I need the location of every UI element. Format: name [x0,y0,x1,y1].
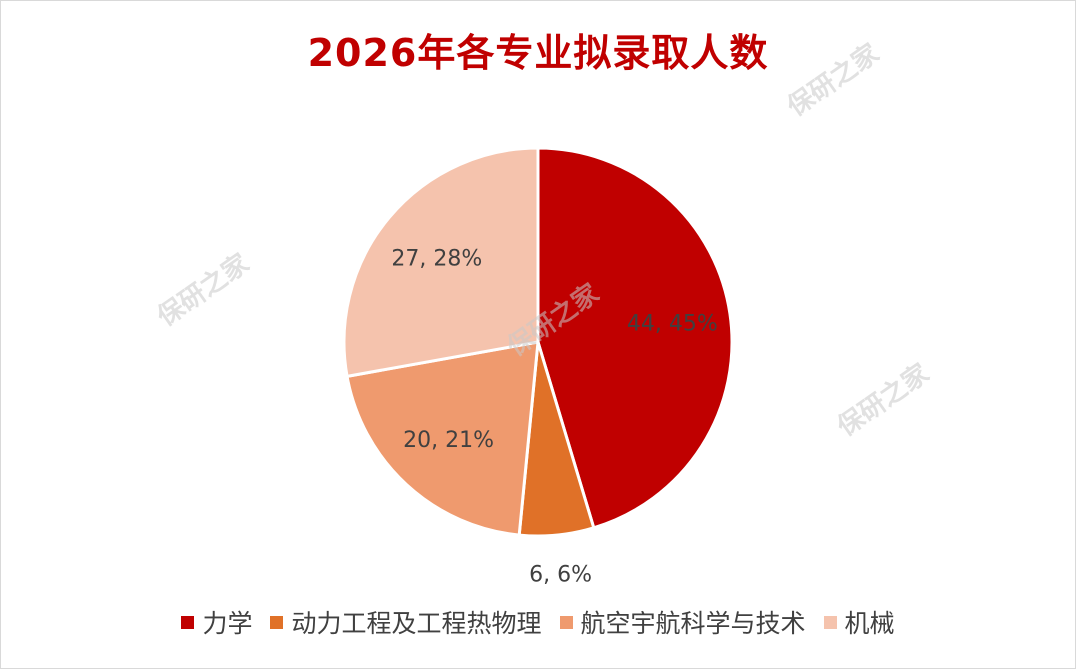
legend-item-aerospace: 航空宇航科学与技术 [559,604,806,640]
chart-legend: 力学 动力工程及工程热物理 航空宇航科学与技术 机械 [0,604,1076,640]
data-label: 6, 6% [529,563,592,588]
legend-item-machinery: 机械 [823,604,895,640]
legend-label: 航空宇航科学与技术 [580,609,806,638]
legend-item-power-engineering: 动力工程及工程热物理 [270,604,542,640]
chart-title: 2026年各专业拟录取人数 [307,31,769,75]
legend-swatch [270,615,284,629]
slice-machinery [342,146,540,379]
legend-swatch [823,615,837,629]
legend-swatch [559,615,573,629]
slice-aerospace [345,340,540,537]
legend-label: 动力工程及工程热物理 [291,609,542,638]
legend-swatch [181,615,195,629]
data-label: 27, 28% [391,246,482,271]
data-label: 44, 45% [627,311,718,336]
data-label: 20, 21% [403,428,494,453]
legend-item-mechanics: 力学 [181,604,252,640]
legend-label: 力学 [202,609,253,638]
legend-label: 机械 [844,609,895,638]
slice-mechanics [536,146,734,530]
